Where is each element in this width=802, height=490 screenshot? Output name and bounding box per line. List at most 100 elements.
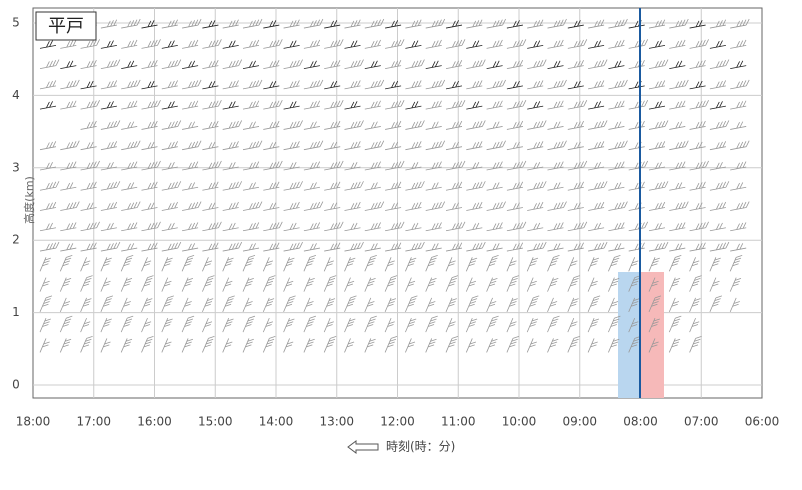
x-axis-label: 時刻(時：分) [386,440,455,454]
wind-barb [60,39,77,49]
wind-barb [39,317,51,333]
wind-barb [587,277,598,292]
wind-barb [323,275,337,292]
wind-barb [121,201,141,211]
wind-barb [303,140,324,151]
wind-barb [100,161,117,171]
wind-barb [669,140,689,151]
wind-barb [242,222,260,232]
wind-barb [466,80,483,90]
wind-barb [425,201,446,211]
x-tick-label: 14:00 [259,415,294,429]
wind-barb [385,141,402,151]
wind-barb [202,181,219,191]
wind-barb [486,277,498,292]
wind-barb [323,317,334,333]
wind-barb [344,19,361,29]
wind-barb [202,336,215,353]
wind-barb [182,140,202,151]
wind-barb [385,181,402,191]
wind-barb [242,297,253,313]
wind-barb [80,120,97,130]
wind-barb [344,317,356,333]
wind-barb [567,297,579,313]
wind-barb [648,181,669,191]
wind-barb [182,121,199,130]
wind-barb [344,277,355,292]
wind-barb [547,338,559,353]
wind-barb [506,99,527,110]
wind-barb [547,60,564,70]
wind-barb [588,241,608,252]
wind-barb [425,60,442,70]
wind-barb [242,182,260,191]
wind-barb [669,39,686,49]
wind-barb [202,275,215,292]
y-tick-label: 2 [12,233,20,247]
wind-barb [689,221,709,232]
wind-barb [405,40,422,49]
wind-barb [222,201,239,211]
wind-barb [567,202,584,211]
wind-barb [648,317,660,333]
wind-barb [283,120,303,130]
wind-barb [100,120,121,130]
wind-barb [506,141,523,151]
wind-barb [141,336,154,353]
wind-barb [364,39,381,49]
wind-barb [506,202,523,211]
wind-barb [527,59,547,70]
wind-barb [567,141,584,151]
wind-barb [730,243,747,252]
wind-barb [364,243,381,252]
wind-barb [668,297,680,313]
wind-barb [486,338,498,353]
wind-barb [222,317,234,333]
wind-barb [425,121,442,130]
wind-barb [730,39,747,49]
wind-barb [405,295,418,313]
wind-barb [608,79,628,90]
y-tick-label: 5 [12,16,20,30]
wind-barb [100,277,111,292]
wind-barb [344,181,364,191]
wind-barb [385,242,402,252]
wind-barb [202,317,213,333]
wind-barb [120,277,133,292]
wind-barb [100,338,111,353]
wind-barb [263,221,283,232]
wind-barb [526,338,537,353]
wind-barb [202,80,219,90]
wind-barb [263,242,280,252]
wind-barb [669,201,689,211]
wind-barb [588,120,608,130]
wind-barb [100,241,121,252]
highlight-blue [618,272,640,398]
wind-barb [303,100,321,110]
wind-barb [506,80,523,90]
chart-title: 平戸 [48,16,84,37]
wind-barb [181,254,195,272]
wind-barb [283,80,300,90]
wind-barb [588,80,605,90]
wind-barb [567,275,580,292]
wind-barb [324,120,341,130]
x-tick-label: 08:00 [623,415,658,429]
wind-barb [385,60,402,70]
wind-barb [263,141,280,151]
wind-barb [405,161,422,171]
wind-barb [283,181,303,191]
wind-barb [161,161,178,171]
wind-barb [709,295,723,313]
wind-barb [709,80,727,90]
wind-barb [39,59,60,70]
wind-barb [527,222,544,232]
wind-barb [425,18,446,29]
wind-barb [384,336,398,353]
x-tick-label: 11:00 [441,415,476,429]
wind-barb [425,140,446,151]
wind-barb [202,257,213,272]
wind-barb [262,336,276,353]
wind-barb [242,277,254,292]
